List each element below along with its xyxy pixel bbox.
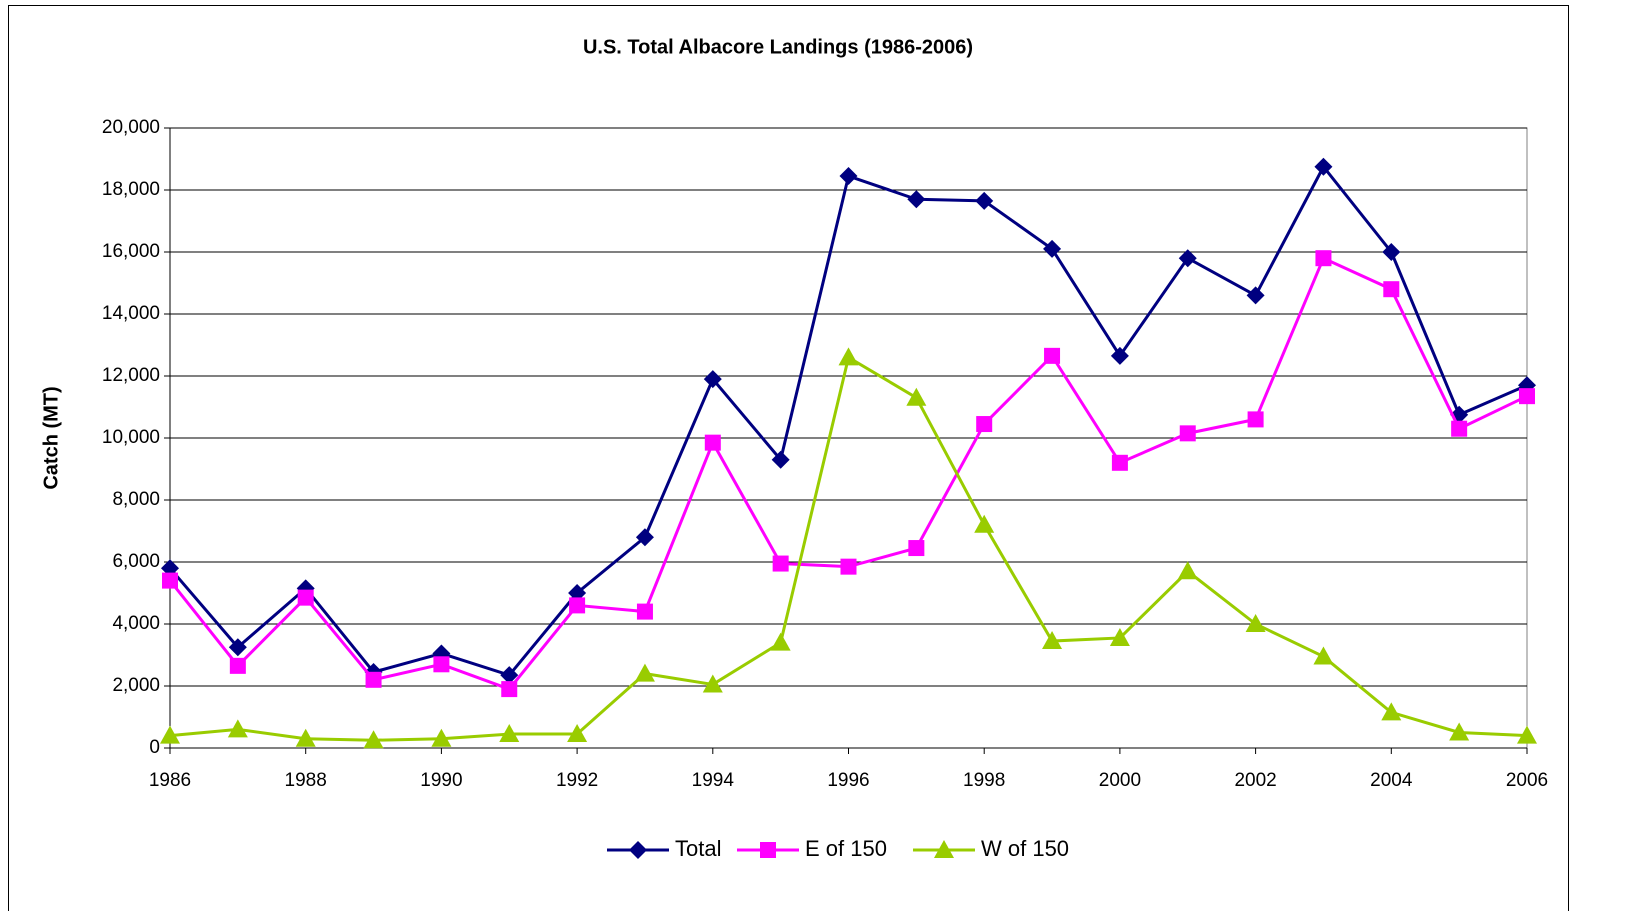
marker xyxy=(975,191,994,210)
marker xyxy=(1382,243,1401,261)
marker xyxy=(569,597,586,614)
x-tick-label: 1990 xyxy=(420,770,462,791)
x-tick-label: 1996 xyxy=(827,770,869,791)
marker xyxy=(839,167,858,186)
marker xyxy=(1381,702,1402,721)
x-tick-label: 2004 xyxy=(1370,770,1413,791)
y-tick-label: 2,000 xyxy=(112,675,160,696)
marker xyxy=(567,724,588,743)
marker xyxy=(160,725,180,744)
marker xyxy=(1383,281,1400,298)
marker xyxy=(908,540,925,557)
marker xyxy=(702,674,723,693)
marker xyxy=(974,514,995,533)
x-tick-label: 1988 xyxy=(285,770,327,791)
marker xyxy=(1517,725,1537,744)
marker xyxy=(363,730,384,749)
marker xyxy=(227,719,248,738)
marker xyxy=(1110,346,1129,365)
marker xyxy=(501,681,518,698)
y-axis-label: Catch (MT) xyxy=(40,386,62,489)
marker xyxy=(635,528,654,547)
marker xyxy=(1178,249,1197,268)
marker xyxy=(433,656,450,673)
y-tick-label: 8,000 xyxy=(112,489,160,510)
y-tick-label: 20,000 xyxy=(102,117,160,138)
marker xyxy=(162,572,178,589)
x-tick-label: 2002 xyxy=(1234,770,1276,791)
marker xyxy=(771,450,790,469)
marker xyxy=(1247,411,1264,428)
x-tick-label: 2006 xyxy=(1506,770,1548,791)
marker xyxy=(1109,627,1130,646)
y-tick-label: 16,000 xyxy=(102,241,160,262)
marker xyxy=(1314,157,1333,176)
marker xyxy=(934,840,954,858)
y-tick-label: 18,000 xyxy=(102,179,160,200)
marker xyxy=(770,632,791,651)
x-tick-label: 1992 xyxy=(556,770,598,791)
chart-title: U.S. Total Albacore Landings (1986-2006) xyxy=(583,36,973,58)
marker xyxy=(634,663,655,682)
marker xyxy=(1313,646,1334,665)
marker xyxy=(228,638,247,657)
legend-label: Total xyxy=(675,836,721,861)
marker xyxy=(1177,561,1198,580)
y-tick-label: 14,000 xyxy=(102,303,160,324)
y-tick-label: 10,000 xyxy=(102,427,160,448)
x-tick-label: 1986 xyxy=(149,770,191,791)
marker xyxy=(1042,631,1063,650)
marker xyxy=(704,434,721,451)
marker xyxy=(365,671,382,688)
marker xyxy=(1246,286,1265,305)
marker xyxy=(431,728,452,747)
legend-label: W of 150 xyxy=(981,836,1069,861)
marker xyxy=(629,841,647,859)
marker xyxy=(1449,722,1470,741)
y-tick-label: 6,000 xyxy=(112,551,160,572)
marker xyxy=(1043,239,1062,258)
marker xyxy=(906,387,927,406)
x-tick-label: 2000 xyxy=(1099,770,1141,791)
y-tick-label: 12,000 xyxy=(102,365,160,386)
marker xyxy=(636,603,653,620)
marker xyxy=(1179,425,1196,442)
x-tick-label: 1998 xyxy=(963,770,1005,791)
marker xyxy=(838,347,859,366)
marker xyxy=(500,666,519,685)
marker xyxy=(1315,250,1332,267)
y-tick-label: 4,000 xyxy=(112,613,160,634)
marker xyxy=(295,728,316,747)
marker xyxy=(229,657,246,674)
marker xyxy=(772,555,789,572)
marker xyxy=(1245,614,1266,632)
marker xyxy=(976,416,993,433)
marker xyxy=(297,589,314,606)
marker xyxy=(840,558,857,575)
marker xyxy=(907,190,926,209)
marker xyxy=(703,370,722,389)
marker xyxy=(499,724,520,743)
marker xyxy=(1044,347,1061,364)
legend-label: E of 150 xyxy=(805,836,887,861)
marker xyxy=(1451,420,1468,437)
marker xyxy=(1111,454,1128,471)
marker xyxy=(760,842,776,858)
y-tick-label: 0 xyxy=(149,737,160,758)
x-tick-label: 1994 xyxy=(692,770,735,791)
marker xyxy=(1519,388,1535,405)
